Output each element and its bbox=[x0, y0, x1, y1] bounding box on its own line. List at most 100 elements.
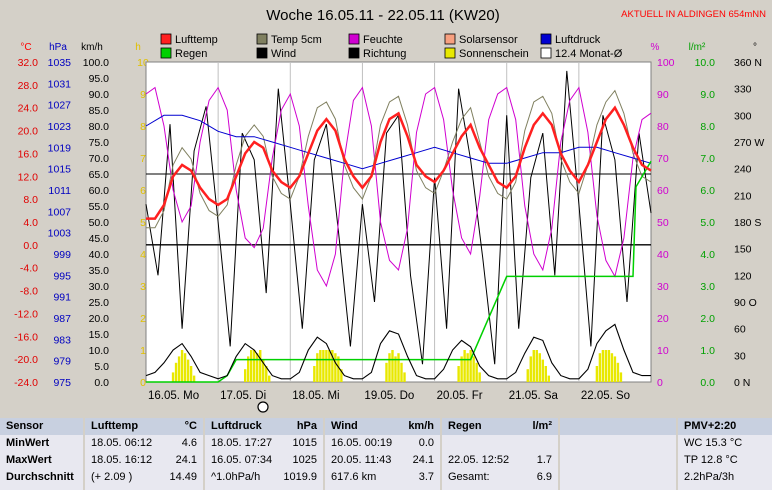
legend-swatch-7 bbox=[348, 47, 360, 59]
tick-rain-1: 9.0 bbox=[700, 89, 715, 101]
tick-dir-2: 300 bbox=[734, 110, 752, 122]
stats-col-luftdruck: Luftdruck hPa 18.05. 17:27 1015 16.05. 07:… bbox=[205, 418, 323, 490]
legend-swatch-0 bbox=[160, 33, 172, 45]
tick-wind-19: 5.0 bbox=[94, 361, 109, 373]
sun-bar bbox=[253, 350, 256, 382]
regen-total-label: Gesamt: bbox=[448, 471, 490, 483]
tick-press-6: 1011 bbox=[48, 185, 71, 197]
row-label-avg: Durchschnitt bbox=[6, 471, 74, 483]
tick-press-12: 987 bbox=[53, 313, 71, 325]
sun-bar bbox=[391, 350, 394, 382]
sun-bar bbox=[613, 356, 617, 382]
stats-col-regen: Regen l/m² 22.05. 12:52 1.7 Gesamt: 6.9 bbox=[442, 418, 558, 490]
tick-sun-9: 1 bbox=[140, 345, 146, 357]
sun-bar bbox=[595, 366, 599, 382]
series-lines bbox=[145, 70, 652, 383]
wind-min-time: 16.05. 00:19 bbox=[331, 437, 393, 449]
tick-rain-3: 7.0 bbox=[700, 153, 715, 165]
tick-dir-0: 360 N bbox=[734, 57, 762, 69]
unit-wind: km/h bbox=[81, 42, 103, 53]
tick-rain-2: 8.0 bbox=[700, 121, 715, 133]
sun-bar bbox=[529, 356, 532, 382]
luftdruck-max-time: 16.05. 07:34 bbox=[211, 454, 273, 466]
tick-wind-0: 100.0 bbox=[83, 57, 109, 69]
tick-temp-8: 0.0 bbox=[23, 240, 38, 252]
tick-temp-12: -16.0 bbox=[14, 331, 38, 343]
tick-temp-4: 16.0 bbox=[18, 148, 39, 160]
tick-wind-1: 95.0 bbox=[89, 73, 110, 85]
tick-wind-8: 60.0 bbox=[89, 185, 110, 197]
tick-sun-1: 9 bbox=[140, 89, 146, 101]
tick-hum-2: 80 bbox=[657, 121, 669, 133]
tick-dir-1: 330 bbox=[734, 84, 752, 96]
tick-dir-9: 90 O bbox=[734, 297, 757, 309]
tick-rain-10: 0.0 bbox=[700, 377, 715, 389]
tick-press-3: 1023 bbox=[48, 121, 72, 133]
tick-rain-4: 6.0 bbox=[700, 185, 715, 197]
tick-press-2: 1027 bbox=[48, 100, 72, 112]
sun-bar bbox=[385, 362, 388, 382]
tick-temp-7: 4.0 bbox=[23, 217, 38, 229]
tick-rain-6: 4.0 bbox=[700, 249, 715, 261]
sun-bar bbox=[243, 369, 247, 382]
tick-press-5: 1015 bbox=[48, 164, 72, 176]
legend-swatch-2 bbox=[348, 33, 360, 45]
series-feuchte bbox=[145, 86, 652, 288]
tick-dir-4: 240 bbox=[734, 164, 752, 176]
lufttemp-max-time: 18.05. 16:12 bbox=[91, 454, 153, 466]
tick-wind-10: 50.0 bbox=[89, 217, 110, 229]
sun-bar bbox=[475, 362, 478, 382]
tick-hum-7: 30 bbox=[657, 281, 669, 293]
sun-bar bbox=[610, 353, 614, 382]
tick-hum-4: 60 bbox=[657, 185, 669, 197]
luftdruck-min-val: 1015 bbox=[292, 437, 317, 449]
x-label-5: 21.05. Sa bbox=[509, 390, 559, 402]
sun-bar bbox=[337, 356, 340, 382]
tick-hum-9: 10 bbox=[657, 345, 669, 357]
unit-sun: h bbox=[135, 42, 141, 53]
pmv-windchill: WC 15.3 °C bbox=[684, 437, 743, 449]
sun-bar bbox=[469, 350, 472, 382]
legend-label-2: Feuchte bbox=[363, 34, 403, 46]
tick-dir-6: 180 S bbox=[734, 217, 761, 229]
legend: Lufttemp Temp 5cm Feuchte Solarsensor Luftdr… bbox=[160, 33, 623, 60]
sun-bar bbox=[340, 369, 343, 382]
sun-bar bbox=[262, 359, 265, 382]
row-label-max: MaxWert bbox=[6, 454, 52, 466]
tick-rain-8: 2.0 bbox=[700, 313, 715, 325]
tick-hum-8: 20 bbox=[657, 313, 669, 325]
tick-temp-9: -4.0 bbox=[20, 263, 38, 275]
sun-bar bbox=[616, 362, 620, 382]
sun-bar bbox=[460, 356, 463, 382]
tick-temp-2: 24.0 bbox=[18, 103, 39, 115]
sun-bar bbox=[547, 375, 550, 382]
x-axis-labels: 16.05. Mo 17.05. Di 18.05. Mi 19.05. Do 20.0… bbox=[148, 390, 630, 402]
lufttemp-trend: (+ 2.09 ) bbox=[91, 471, 133, 483]
axes: 32.028.024.020.016.012.08.04.00.0-4.0-8.… bbox=[14, 57, 764, 389]
sun-bar bbox=[171, 372, 175, 382]
sun-bar bbox=[259, 350, 262, 382]
unit-temp: °C bbox=[20, 42, 31, 53]
unit-dir: ° bbox=[753, 42, 757, 53]
tick-dir-12: 0 N bbox=[734, 377, 750, 389]
lufttemp-avg: 14.49 bbox=[169, 471, 197, 483]
tick-sun-2: 8 bbox=[140, 121, 146, 133]
current-time-marker[interactable] bbox=[257, 401, 269, 413]
tick-wind-17: 15.0 bbox=[89, 329, 110, 341]
weather-chart: Woche 16.05.11 - 22.05.11 (KW20) AKTUELL… bbox=[14, 7, 767, 413]
legend-label-0: Lufttemp bbox=[175, 34, 218, 46]
tick-sun-6: 4 bbox=[140, 249, 146, 261]
chart-title: Woche 16.05.11 - 22.05.11 (KW20) bbox=[266, 7, 499, 24]
tick-wind-14: 30.0 bbox=[89, 281, 110, 293]
legend-swatch-1 bbox=[256, 33, 268, 45]
x-label-0: 16.05. Mo bbox=[148, 390, 199, 402]
pmv-pressure-rate: 2.2hPa/3h bbox=[684, 471, 735, 483]
tick-press-14: 979 bbox=[53, 356, 71, 368]
series-lufttemp bbox=[146, 105, 652, 220]
chart-subtitle: AKTUELL IN ALDINGEN 654mNN bbox=[621, 9, 766, 20]
series-regen bbox=[146, 160, 652, 383]
tick-hum-0: 100 bbox=[657, 57, 675, 69]
tick-wind-3: 85.0 bbox=[89, 105, 110, 117]
sun-bar bbox=[604, 350, 608, 382]
stats-row-labels: Sensor MinWert MaxWert Durchschnitt bbox=[0, 418, 83, 490]
